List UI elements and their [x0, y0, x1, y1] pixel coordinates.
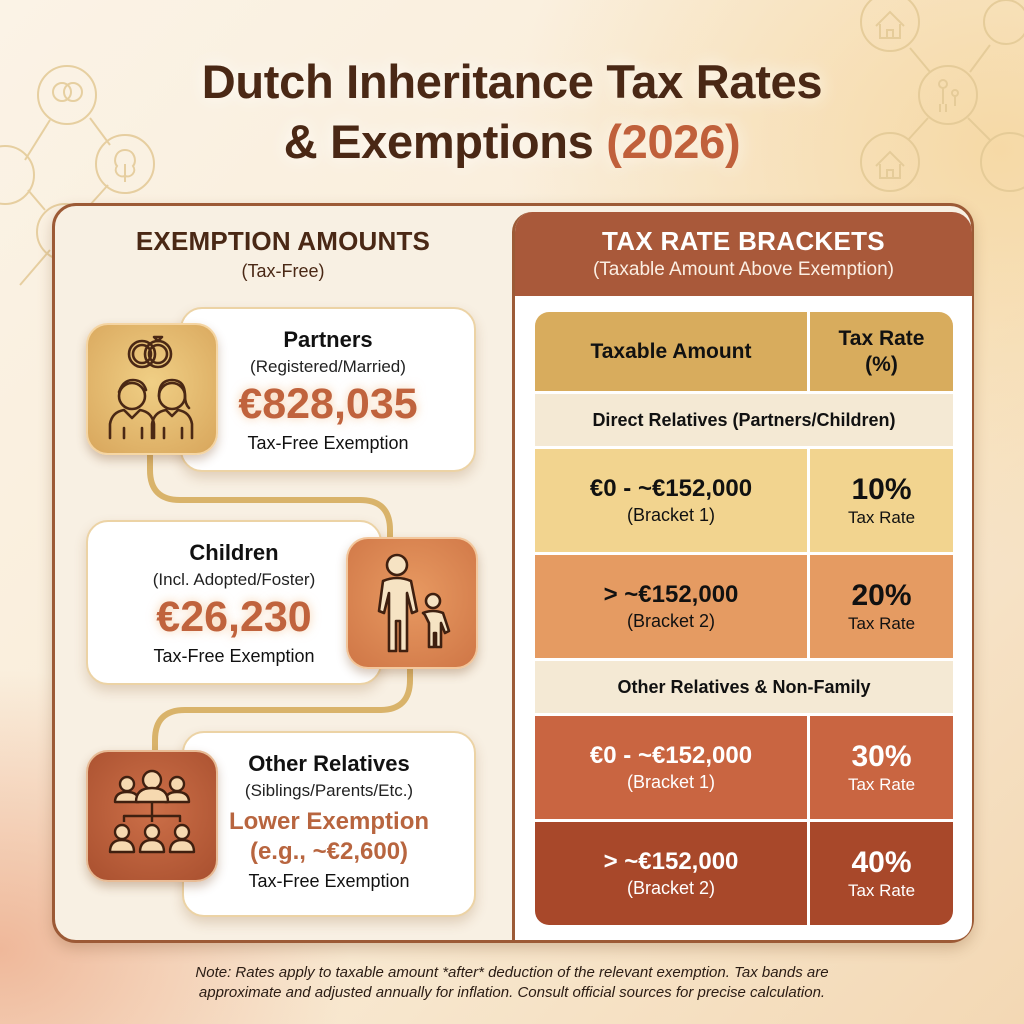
- card-label: Tax-Free Exemption: [247, 433, 409, 453]
- couple-rings-icon: [108, 335, 194, 440]
- children-tile: [346, 537, 478, 669]
- rate-label: Tax Rate: [847, 880, 916, 900]
- bracket-range: €0 - ~€152,000: [589, 742, 753, 769]
- rate-label: Tax Rate: [847, 507, 916, 527]
- tax-rate-cell: 40% Tax Rate: [810, 822, 953, 925]
- tax-rate-cell: 30% Tax Rate: [810, 716, 953, 819]
- taxable-amount-cell: €0 - ~€152,000 (Bracket 1): [535, 449, 807, 552]
- rate-value: 20%: [851, 578, 912, 612]
- table-row: > ~€152,000 (Bracket 2) 20% Tax Rate: [535, 555, 953, 658]
- page-title: Dutch Inheritance Tax Rates & Exemptions…: [0, 52, 1024, 172]
- house-bg-icon: [860, 0, 920, 52]
- table-header-row: Taxable Amount Tax Rate (%): [535, 312, 953, 391]
- title-line-2: & Exemptions (2026): [0, 112, 1024, 172]
- table-row: €0 - ~€152,000 (Bracket 1) 10% Tax Rate: [535, 449, 953, 552]
- bracket-range: > ~€152,000: [603, 581, 739, 608]
- card-subtitle: (Siblings/Parents/Etc.): [244, 781, 414, 800]
- title-year: (2026): [606, 115, 741, 168]
- taxable-amount-cell: €0 - ~€152,000 (Bracket 1): [535, 716, 807, 819]
- column-header-text: Taxable Amount: [590, 339, 752, 363]
- group-other-relatives: Other Relatives & Non-Family: [535, 661, 953, 713]
- brackets-subtitle: (Taxable Amount Above Exemption): [592, 259, 894, 280]
- table-row: > ~€152,000 (Bracket 2) 40% Tax Rate: [535, 822, 953, 925]
- exemption-amount-line-2: (e.g., ~€2,600): [249, 838, 409, 865]
- exemption-card-partners: Partners (Registered/Married) €828,035 T…: [180, 307, 476, 472]
- exemption-amount: €26,230: [156, 593, 312, 641]
- column-header-taxable-amount: Taxable Amount: [535, 312, 807, 391]
- bracket-label: (Bracket 2): [626, 878, 716, 898]
- exemption-card-other-relatives: Other Relatives (Siblings/Parents/Etc.) …: [182, 731, 476, 917]
- title-line-1: Dutch Inheritance Tax Rates: [201, 55, 823, 108]
- tax-rate-cell: 10% Tax Rate: [810, 449, 953, 552]
- footnote: Note: Rates apply to taxable amount *aft…: [0, 963, 1024, 1003]
- footnote-line-2: approximate and adjusted annually for in…: [198, 984, 826, 1001]
- table-row: €0 - ~€152,000 (Bracket 1) 30% Tax Rate: [535, 716, 953, 819]
- card-title: Children: [189, 540, 279, 565]
- rate-value: 10%: [851, 472, 912, 506]
- taxable-amount-cell: > ~€152,000 (Bracket 2): [535, 555, 807, 658]
- bracket-range: > ~€152,000: [603, 848, 739, 875]
- rate-label: Tax Rate: [847, 774, 916, 794]
- tax-brackets-panel: TAX RATE BRACKETS (Taxable Amount Above …: [512, 212, 972, 940]
- other-relatives-tile: [86, 750, 218, 882]
- rate-label: Tax Rate: [847, 613, 916, 633]
- bracket-label: (Bracket 1): [626, 505, 716, 525]
- tax-rate-cell: 20% Tax Rate: [810, 555, 953, 658]
- rate-value: 40%: [851, 845, 912, 879]
- taxable-amount-cell: > ~€152,000 (Bracket 2): [535, 822, 807, 925]
- tax-rate-table: Taxable Amount Tax Rate (%) Direct Relat…: [535, 312, 953, 925]
- exemptions-heading: EXEMPTION AMOUNTS (Tax-Free): [52, 226, 514, 282]
- card-subtitle: (Registered/Married): [250, 357, 406, 376]
- column-header-text: Tax Rate: [838, 326, 925, 350]
- exemption-card-children: Children (Incl. Adopted/Foster) €26,230 …: [86, 520, 382, 685]
- bracket-label: (Bracket 1): [626, 772, 716, 792]
- bracket-label: (Bracket 2): [626, 611, 716, 631]
- column-header-tax-rate: Tax Rate (%): [810, 312, 953, 391]
- exemption-amount-line-1: Lower Exemption: [228, 808, 430, 835]
- exemptions-title: EXEMPTION AMOUNTS: [135, 226, 431, 256]
- rate-value: 30%: [851, 739, 912, 773]
- column-header-unit: (%): [865, 352, 898, 376]
- group-direct-relatives: Direct Relatives (Partners/Children): [535, 394, 953, 446]
- title-exemptions: & Exemptions: [283, 115, 594, 168]
- brackets-header: TAX RATE BRACKETS (Taxable Amount Above …: [515, 212, 972, 296]
- exemption-amount: €828,035: [238, 380, 418, 428]
- parent-child-icon: [377, 553, 451, 652]
- card-label: Tax-Free Exemption: [153, 646, 315, 666]
- card-title: Other Relatives: [248, 751, 410, 776]
- card-title: Partners: [283, 327, 373, 352]
- exemptions-subtitle: (Tax-Free): [241, 261, 325, 281]
- card-subtitle: (Incl. Adopted/Foster): [152, 570, 316, 589]
- family-tree-icon: [108, 769, 196, 854]
- footnote-line-1: Note: Rates apply to taxable amount *aft…: [195, 964, 829, 981]
- card-label: Tax-Free Exemption: [248, 871, 410, 891]
- partners-tile: [86, 323, 218, 455]
- brackets-title: TAX RATE BRACKETS: [602, 226, 885, 256]
- bracket-range: €0 - ~€152,000: [589, 475, 753, 502]
